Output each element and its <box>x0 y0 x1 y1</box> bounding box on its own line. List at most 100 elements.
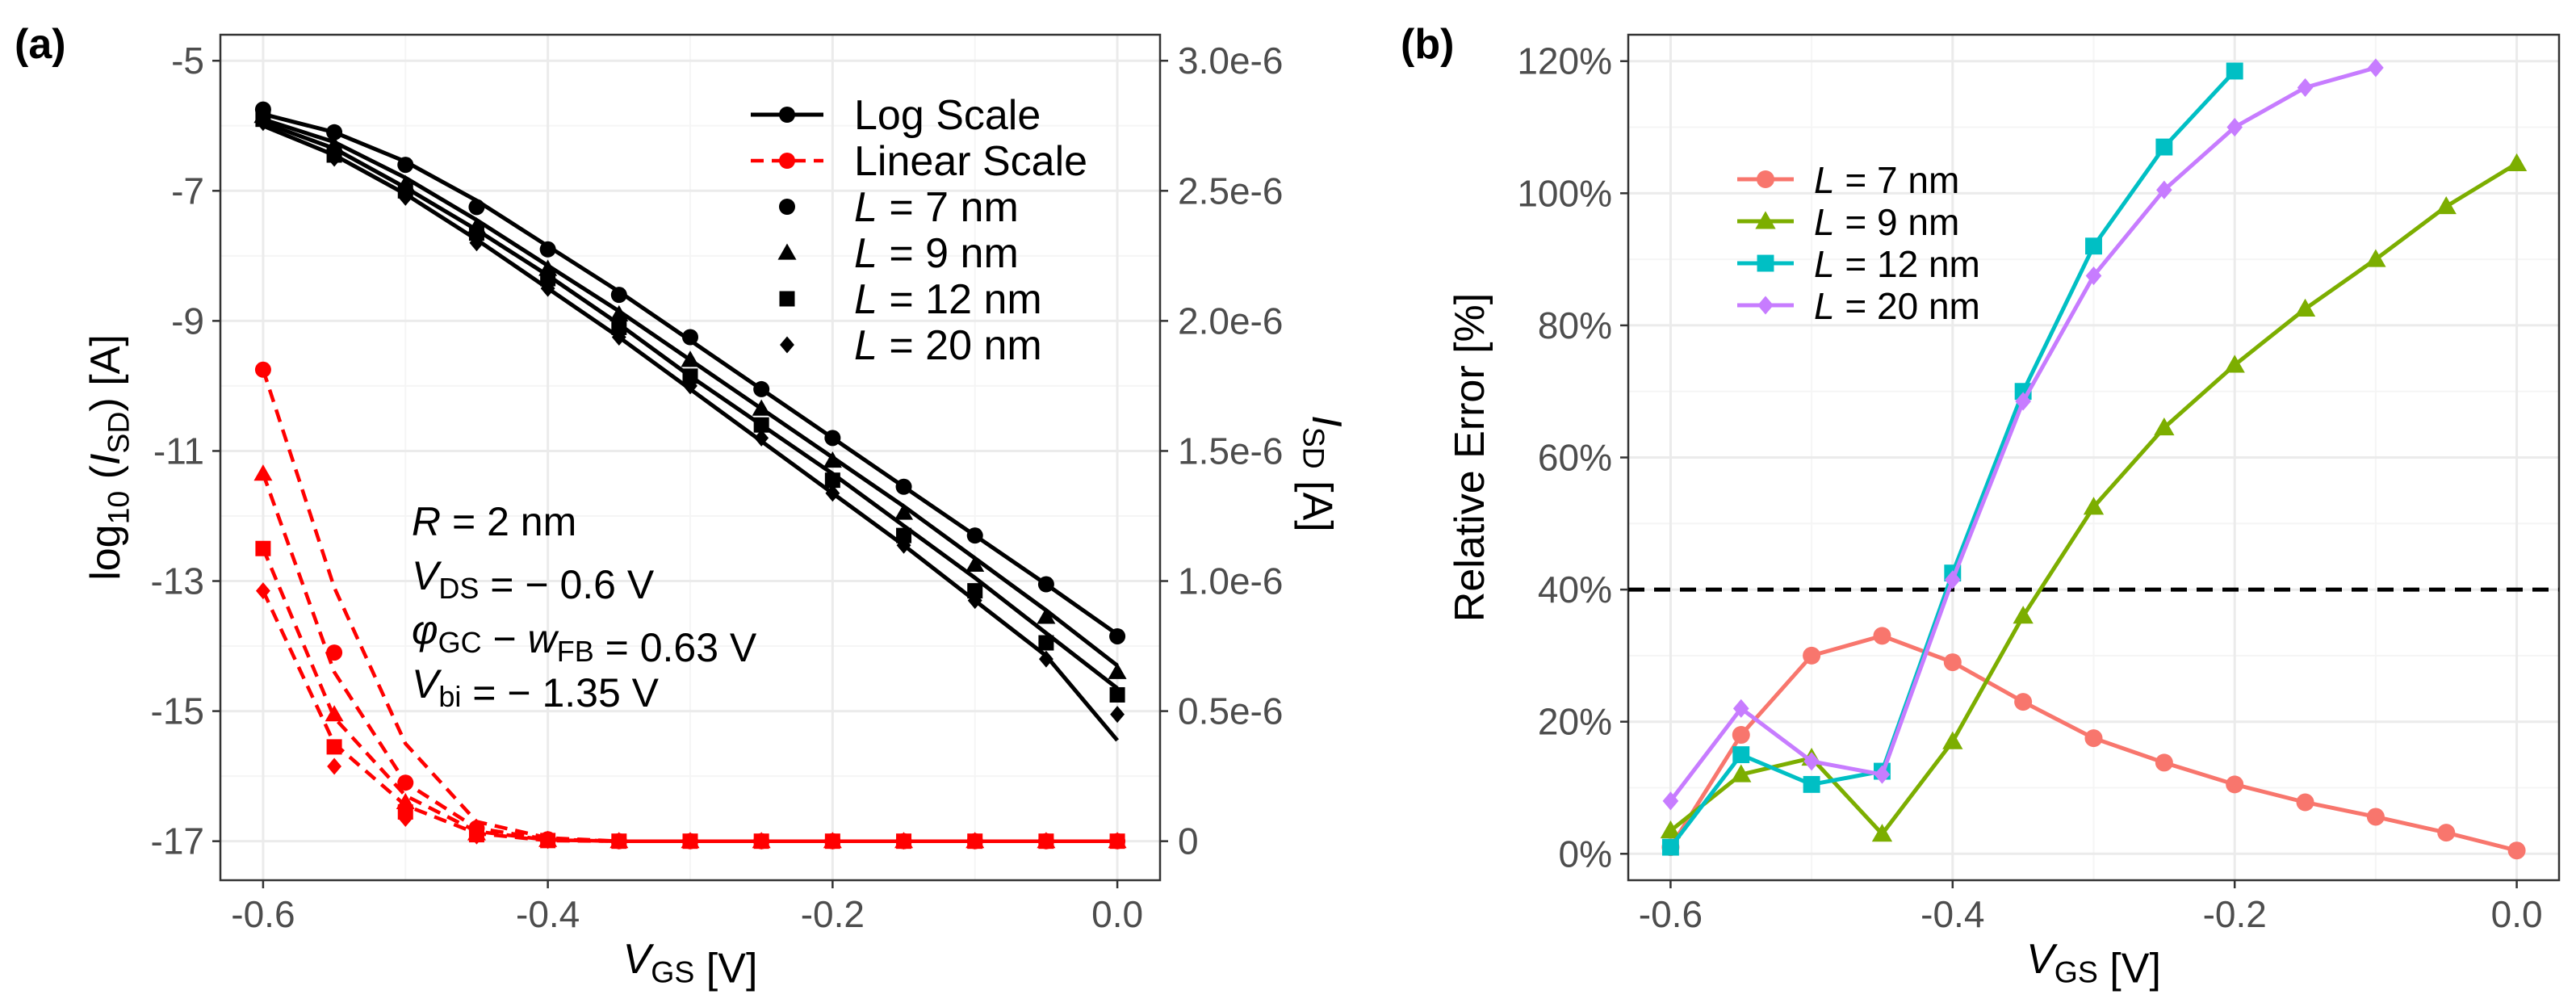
error-series-point <box>2226 775 2244 794</box>
error-series-point <box>2155 138 2173 156</box>
legend-key <box>779 199 795 215</box>
error-series-point <box>2296 793 2314 812</box>
y-right-tick-label: 3.0e-6 <box>1178 40 1283 82</box>
linear-series-point <box>255 540 271 556</box>
log-series-point <box>682 329 698 346</box>
y-left-tick-label: -11 <box>153 430 204 472</box>
legend-label: L = 20 nm <box>854 322 1042 369</box>
legend-label: L = 12 nm <box>854 276 1042 323</box>
log-series-point <box>823 451 842 468</box>
linear-series-point <box>754 833 769 850</box>
legend-key <box>1757 170 1774 188</box>
y-tick-label: 40% <box>1538 569 1612 610</box>
y-right-tick-label: 2.0e-6 <box>1178 300 1283 342</box>
y-left-tick-label: -17 <box>151 820 204 862</box>
legend-label: L = 20 nm <box>1814 285 1980 327</box>
error-series-point <box>2226 117 2243 137</box>
log-series-point <box>469 234 484 252</box>
log-series-point <box>540 279 555 297</box>
log-series-point <box>326 124 343 141</box>
legend-key <box>1757 296 1774 315</box>
error-series-point <box>1803 752 1820 771</box>
y-right-tick-label: 0.5e-6 <box>1178 690 1283 732</box>
error-series-point <box>2366 808 2385 826</box>
log-series-point <box>1037 576 1054 593</box>
x-axis-title-a: VGS [V] <box>623 936 758 992</box>
legend-key <box>780 336 794 354</box>
y-tick-label: 80% <box>1538 304 1612 346</box>
y-tick-label: 0% <box>1559 833 1612 875</box>
log-series-point <box>894 503 914 520</box>
error-series-point <box>1943 653 1962 672</box>
legend-label: Linear Scale <box>854 138 1087 185</box>
log-series-point <box>896 536 911 554</box>
log-series-point <box>398 188 413 206</box>
error-series-point <box>1803 775 1820 793</box>
linear-series-point <box>253 464 273 481</box>
error-series-point <box>1871 824 1893 842</box>
legend-label: L = 9 nm <box>854 230 1019 277</box>
error-series-point <box>2224 355 2245 373</box>
error-series-point <box>2297 78 2314 97</box>
legend-key <box>779 291 795 307</box>
y-left-axis-title: log10 (ISD) [A] <box>82 334 135 581</box>
log-series-point <box>1108 662 1127 679</box>
y-left-tick-label: -7 <box>171 170 204 212</box>
parameter-annotation: Vbi = − 1.35 V <box>412 661 660 715</box>
x-tick-label: -0.2 <box>2203 893 2267 935</box>
linear-series-point <box>611 833 626 850</box>
error-series-point <box>2155 753 2173 772</box>
log-series-point <box>1037 607 1056 624</box>
error-series-point <box>1803 646 1821 665</box>
error-series-point <box>2226 62 2243 80</box>
parameter-annotation: φGC − wFB = 0.63 V <box>412 607 757 670</box>
log-series-point <box>539 241 556 258</box>
log-series-point <box>752 399 771 416</box>
x-tick-label: -0.6 <box>1639 893 1703 935</box>
error-series-point <box>1732 699 1749 718</box>
log-series-point <box>1038 635 1054 651</box>
y-right-tick-label: 2.5e-6 <box>1178 170 1283 212</box>
log-series-point <box>967 583 983 599</box>
linear-series-point <box>327 757 342 775</box>
error-series-point <box>1942 731 1963 749</box>
x-axis-title-b: VGS [V] <box>2026 936 2161 992</box>
y-left-tick-label: -13 <box>151 560 204 602</box>
x-tick-label: -0.4 <box>1920 893 1984 935</box>
y-tick-label: 100% <box>1517 172 1612 214</box>
legend-label: L = 7 nm <box>854 184 1019 231</box>
log-series-point <box>397 157 414 174</box>
legend-label: L = 9 nm <box>1814 201 1959 243</box>
chart-a: -0.6 -0.4 -0.2 0.0 -5 -7 -9 -11 -13 -15 -17 3.0e-6 2… <box>82 33 1350 992</box>
panel-label-b: (b) <box>1401 21 1454 68</box>
legend-label: L = 12 nm <box>1814 243 1980 285</box>
log-series-point <box>611 319 627 335</box>
legend-key <box>779 153 795 169</box>
error-series-point <box>2156 180 2172 199</box>
x-tick-label: -0.2 <box>801 893 865 935</box>
y-tick-label: 20% <box>1538 701 1612 743</box>
log-series-point <box>895 478 912 495</box>
linear-series-point <box>255 582 270 600</box>
error-series-point <box>2013 606 2034 624</box>
log-series-point <box>753 417 769 433</box>
linear-series-point <box>896 833 911 850</box>
legend-key <box>1757 254 1774 272</box>
linear-series-point <box>254 361 271 378</box>
error-series-point <box>1732 726 1750 745</box>
log-series-point <box>824 430 841 447</box>
log-series-point <box>540 271 556 287</box>
error-series-point <box>1662 791 1679 811</box>
legend-key <box>779 107 795 123</box>
error-series-point <box>1874 765 1891 784</box>
error-series-point <box>1732 746 1750 764</box>
log-series-point <box>610 287 627 304</box>
y-axis-title-b: Relative Error [%] <box>1447 293 1493 622</box>
error-series-point <box>1944 570 1961 590</box>
error-series-point <box>2294 298 2316 317</box>
y-right-tick-label: 1.0e-6 <box>1178 560 1283 602</box>
error-series-point <box>1661 838 1679 856</box>
y-right-tick-label: 0 <box>1178 820 1199 862</box>
log-series-point <box>327 149 342 167</box>
error-series-point <box>2154 417 2175 436</box>
